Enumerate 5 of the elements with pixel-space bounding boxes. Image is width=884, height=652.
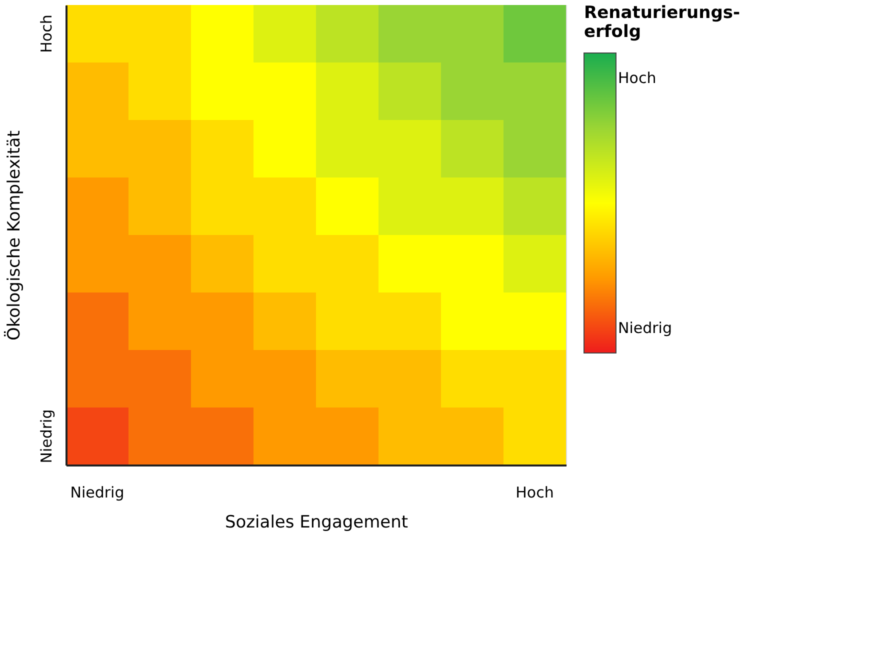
color-bar-label: Niedrig [618, 319, 672, 337]
x-axis-title: Soziales Engagement [224, 512, 408, 532]
color-bar-label: Hoch [618, 69, 656, 87]
y-axis-title: Ökologische Komplexität [4, 130, 24, 340]
color-bar-title: Renaturierungs-erfolg [584, 3, 740, 42]
